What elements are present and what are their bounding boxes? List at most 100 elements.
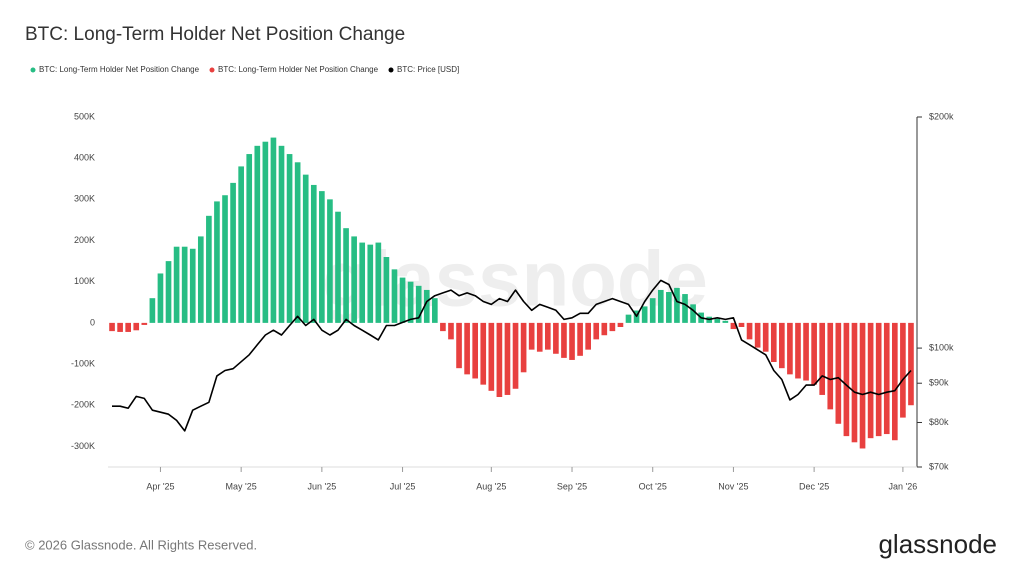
- bar: [488, 322, 495, 391]
- bar: [674, 287, 680, 323]
- bar: [286, 154, 293, 323]
- y-tick-label: 100K: [74, 276, 95, 286]
- bar: [779, 322, 785, 369]
- bar: [246, 154, 253, 323]
- bar: [230, 182, 236, 323]
- bar: [504, 322, 511, 395]
- legend-marker: [388, 67, 394, 73]
- price-line: [112, 279, 912, 432]
- bar: [528, 322, 535, 350]
- bar: [359, 242, 366, 323]
- bar: [399, 277, 406, 323]
- bar: [254, 145, 261, 323]
- bar: [415, 285, 422, 323]
- bar: [722, 320, 729, 323]
- bar: [423, 289, 430, 323]
- legend-label[interactable]: BTC: Price [USD]: [397, 65, 459, 74]
- y2-tick-label: $70k: [929, 461, 949, 471]
- bar: [165, 261, 172, 323]
- bar: [819, 322, 826, 395]
- bar: [181, 246, 188, 323]
- bar: [690, 304, 696, 323]
- bar: [391, 269, 398, 323]
- bar: [294, 162, 301, 323]
- bar: [125, 322, 131, 332]
- bar: [875, 322, 882, 437]
- bar: [189, 248, 196, 323]
- bar: [319, 191, 325, 323]
- bar: [577, 322, 583, 356]
- bar: [544, 322, 551, 350]
- bar: [835, 322, 842, 424]
- bar: [512, 322, 519, 389]
- bar: [682, 294, 688, 323]
- bar: [811, 322, 817, 385]
- legend-label[interactable]: BTC: Long-Term Holder Net Position Chang…: [218, 65, 379, 74]
- bar: [367, 244, 374, 323]
- bar: [238, 166, 244, 323]
- bar: [343, 228, 349, 323]
- y-tick-label: 300K: [74, 194, 95, 204]
- bar: [803, 322, 809, 381]
- bar: [448, 322, 454, 340]
- bar: [480, 322, 487, 385]
- bar: [617, 322, 624, 327]
- footer: © 2026 Glassnode. All Rights Reserved.: [25, 537, 257, 552]
- y-tick-label: 0: [90, 317, 95, 327]
- bar: [432, 298, 438, 323]
- bar: [851, 322, 858, 443]
- bar: [561, 322, 567, 358]
- x-tick-label: Jul '25: [390, 481, 416, 491]
- bar: [827, 322, 834, 410]
- bar: [351, 236, 357, 323]
- bar: [117, 322, 123, 332]
- x-tick-label: May '25: [226, 481, 257, 491]
- x-tick-label: Jan '26: [889, 481, 918, 491]
- bar: [770, 322, 777, 362]
- bar: [795, 322, 801, 379]
- bar: [609, 322, 616, 332]
- x-tick-label: Sep '25: [557, 481, 587, 491]
- bar: [641, 306, 648, 323]
- bar: [327, 199, 333, 323]
- bar: [867, 322, 874, 439]
- x-tick-label: Oct '25: [639, 481, 667, 491]
- bar: [496, 322, 503, 397]
- bar: [883, 322, 890, 435]
- y-tick-label: 500K: [74, 111, 95, 121]
- bar: [536, 322, 543, 352]
- bar: [197, 236, 204, 323]
- bar: [908, 322, 914, 406]
- x-tick-label: Jun '25: [307, 481, 336, 491]
- bar: [787, 322, 793, 375]
- bar: [141, 322, 148, 325]
- bar: [270, 137, 277, 323]
- bar: [892, 322, 898, 441]
- bar: [214, 201, 220, 323]
- y-tick-label: 400K: [74, 153, 95, 163]
- bar: [553, 322, 559, 354]
- bar: [383, 257, 390, 323]
- legend-marker: [209, 67, 215, 73]
- legend-label[interactable]: BTC: Long-Term Holder Net Position Chang…: [39, 65, 200, 74]
- bar: [133, 322, 140, 331]
- bar: [762, 322, 769, 352]
- bar: [456, 322, 462, 369]
- bar: [625, 314, 632, 323]
- bar: [569, 322, 575, 360]
- bar: [585, 322, 591, 350]
- bar: [173, 246, 180, 323]
- bar: [520, 322, 527, 373]
- y2-tick-label: $200k: [929, 111, 954, 121]
- bar: [649, 298, 656, 323]
- legend-marker: [30, 67, 36, 73]
- x-tick-label: Apr '25: [146, 481, 174, 491]
- bar: [843, 322, 850, 437]
- x-tick-label: Dec '25: [799, 481, 829, 491]
- y2-tick-label: $80k: [929, 417, 949, 427]
- bar: [746, 322, 753, 340]
- y-tick-label: -200K: [71, 400, 95, 410]
- bar: [859, 322, 866, 449]
- bar: [730, 322, 737, 330]
- x-tick-label: Aug '25: [476, 481, 506, 491]
